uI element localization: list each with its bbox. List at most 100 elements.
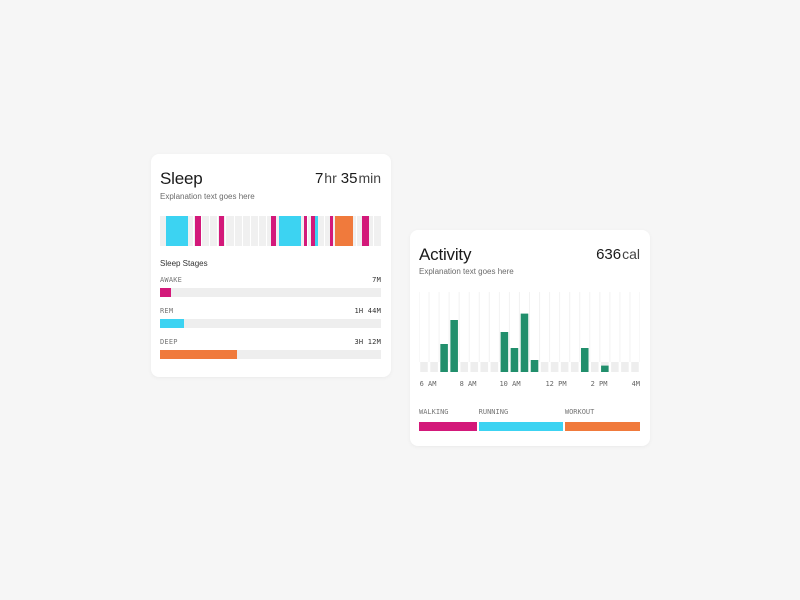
chart-gridline — [549, 292, 551, 362]
chart-gridline — [599, 292, 601, 362]
chart-gridline — [419, 292, 420, 362]
stage-fill-rem — [160, 319, 185, 328]
chart-bar — [580, 348, 589, 372]
sleep-duration: 7 hr 35 min — [315, 170, 381, 187]
activity-calories: 636 cal — [596, 246, 640, 263]
chart-gridline — [468, 292, 470, 362]
timeline-segment-awake — [362, 216, 369, 246]
chart-bar-base — [460, 362, 468, 372]
chart-bar-base — [611, 362, 619, 372]
sleep-title: Sleep — [160, 169, 203, 188]
timeline-segment-awake — [218, 216, 225, 246]
activity-value: 636 — [596, 246, 622, 263]
chart-bar-base — [470, 362, 479, 372]
chart-gridline — [589, 292, 591, 362]
sleep-stages-label: Sleep Stages — [160, 259, 208, 268]
timeline-segment-awake — [270, 216, 277, 246]
chart-gridline — [639, 292, 640, 362]
chart-gridline — [569, 292, 571, 362]
timeline-segment-awake — [311, 216, 315, 246]
chart-gridline — [498, 292, 500, 362]
chart-bar — [520, 313, 529, 372]
stage-duration: 1H 44M — [354, 307, 381, 315]
timeline-gridline — [373, 216, 374, 246]
timeline-gridline — [356, 216, 357, 246]
chart-gridline — [518, 292, 520, 362]
timeline-gridline — [266, 216, 267, 246]
chart-bar-base — [480, 362, 489, 372]
legend-label: WORKOUT — [564, 408, 595, 416]
stage-track — [160, 288, 381, 297]
stage-name: REM — [160, 307, 174, 315]
chart-bar-base — [550, 362, 559, 372]
sleep-subtitle: Explanation text goes here — [160, 192, 255, 201]
chart-bar — [500, 332, 509, 372]
timeline-segment-rem — [314, 216, 318, 246]
chart-bar-base — [621, 362, 629, 372]
timeline-segment-awake — [330, 216, 334, 246]
stage-fill-awake — [160, 288, 172, 297]
x-tick-label: 2 PM — [590, 380, 608, 388]
timeline-segment-awake — [195, 216, 201, 246]
x-tick-label: 6 AM — [419, 380, 437, 388]
chart-bar — [450, 320, 458, 372]
chart-bar-base — [591, 362, 599, 372]
timeline-gridline — [209, 216, 210, 246]
timeline-gridline — [242, 216, 243, 246]
timeline-segment-rem — [279, 216, 302, 246]
legend-label: WALKING — [419, 408, 449, 416]
stage-duration: 3H 12M — [354, 338, 381, 346]
stage-name: DEEP — [160, 338, 178, 346]
x-tick-label: 12 PM — [545, 380, 567, 388]
sleep-timeline — [160, 216, 381, 246]
chart-bar-base — [560, 362, 569, 372]
chart-gridline — [438, 292, 440, 362]
timeline-gridline — [234, 216, 235, 246]
chart-bar-base — [490, 362, 499, 372]
timeline-gridline — [324, 216, 325, 246]
chart-gridline — [619, 292, 621, 362]
activity-unit: cal — [622, 246, 640, 262]
chart-bar — [601, 365, 609, 372]
timeline-gridline — [225, 216, 226, 246]
x-tick-label: 8 AM — [459, 380, 477, 388]
chart-bar-base — [570, 362, 579, 372]
sleep-minutes: 35 — [340, 170, 358, 187]
activity-subtitle: Explanation text goes here — [419, 267, 514, 276]
legend-label: RUNNING — [478, 408, 509, 416]
timeline-gridline — [193, 216, 194, 246]
chart-bar-base — [631, 362, 639, 372]
timeline-gridline — [201, 216, 202, 246]
chart-gridline — [508, 292, 510, 362]
activity-title: Activity — [419, 245, 472, 264]
x-tick-label: 10 AM — [499, 380, 521, 388]
timeline-gridline — [250, 216, 251, 246]
stage-duration: 7M — [372, 276, 381, 284]
legend-item-walking: WALKING — [419, 408, 478, 432]
stage-name: AWAKE — [160, 276, 183, 284]
timeline-segment-rem — [165, 216, 189, 246]
chart-gridline — [458, 292, 460, 362]
stage-track — [160, 350, 381, 359]
sleep-minutes-unit: min — [358, 170, 381, 186]
sleep-hours: 7 — [314, 170, 324, 187]
legend-item-running: RUNNING — [478, 408, 564, 432]
activity-card: Activity 636 cal Explanation text goes h… — [410, 230, 650, 446]
legend-item-workout: WORKOUT — [564, 408, 640, 432]
chart-gridline — [629, 292, 631, 362]
chart-gridline — [559, 292, 561, 362]
timeline-gridline — [307, 216, 308, 246]
activity-legend: WALKING RUNNING WORKOUT — [419, 408, 640, 432]
timeline-segment-awake — [303, 216, 307, 246]
chart-gridline — [448, 292, 450, 362]
timeline-gridline — [217, 216, 218, 246]
chart-bar-base — [420, 362, 428, 372]
stage-fill-deep — [160, 350, 238, 359]
chart-gridline — [579, 292, 581, 362]
chart-bar — [510, 348, 519, 372]
chart-gridline — [529, 292, 530, 362]
chart-gridline — [609, 292, 611, 362]
sleep-hours-unit: hr — [324, 170, 337, 186]
chart-gridline — [478, 292, 480, 362]
activity-bar-chart — [419, 292, 640, 372]
